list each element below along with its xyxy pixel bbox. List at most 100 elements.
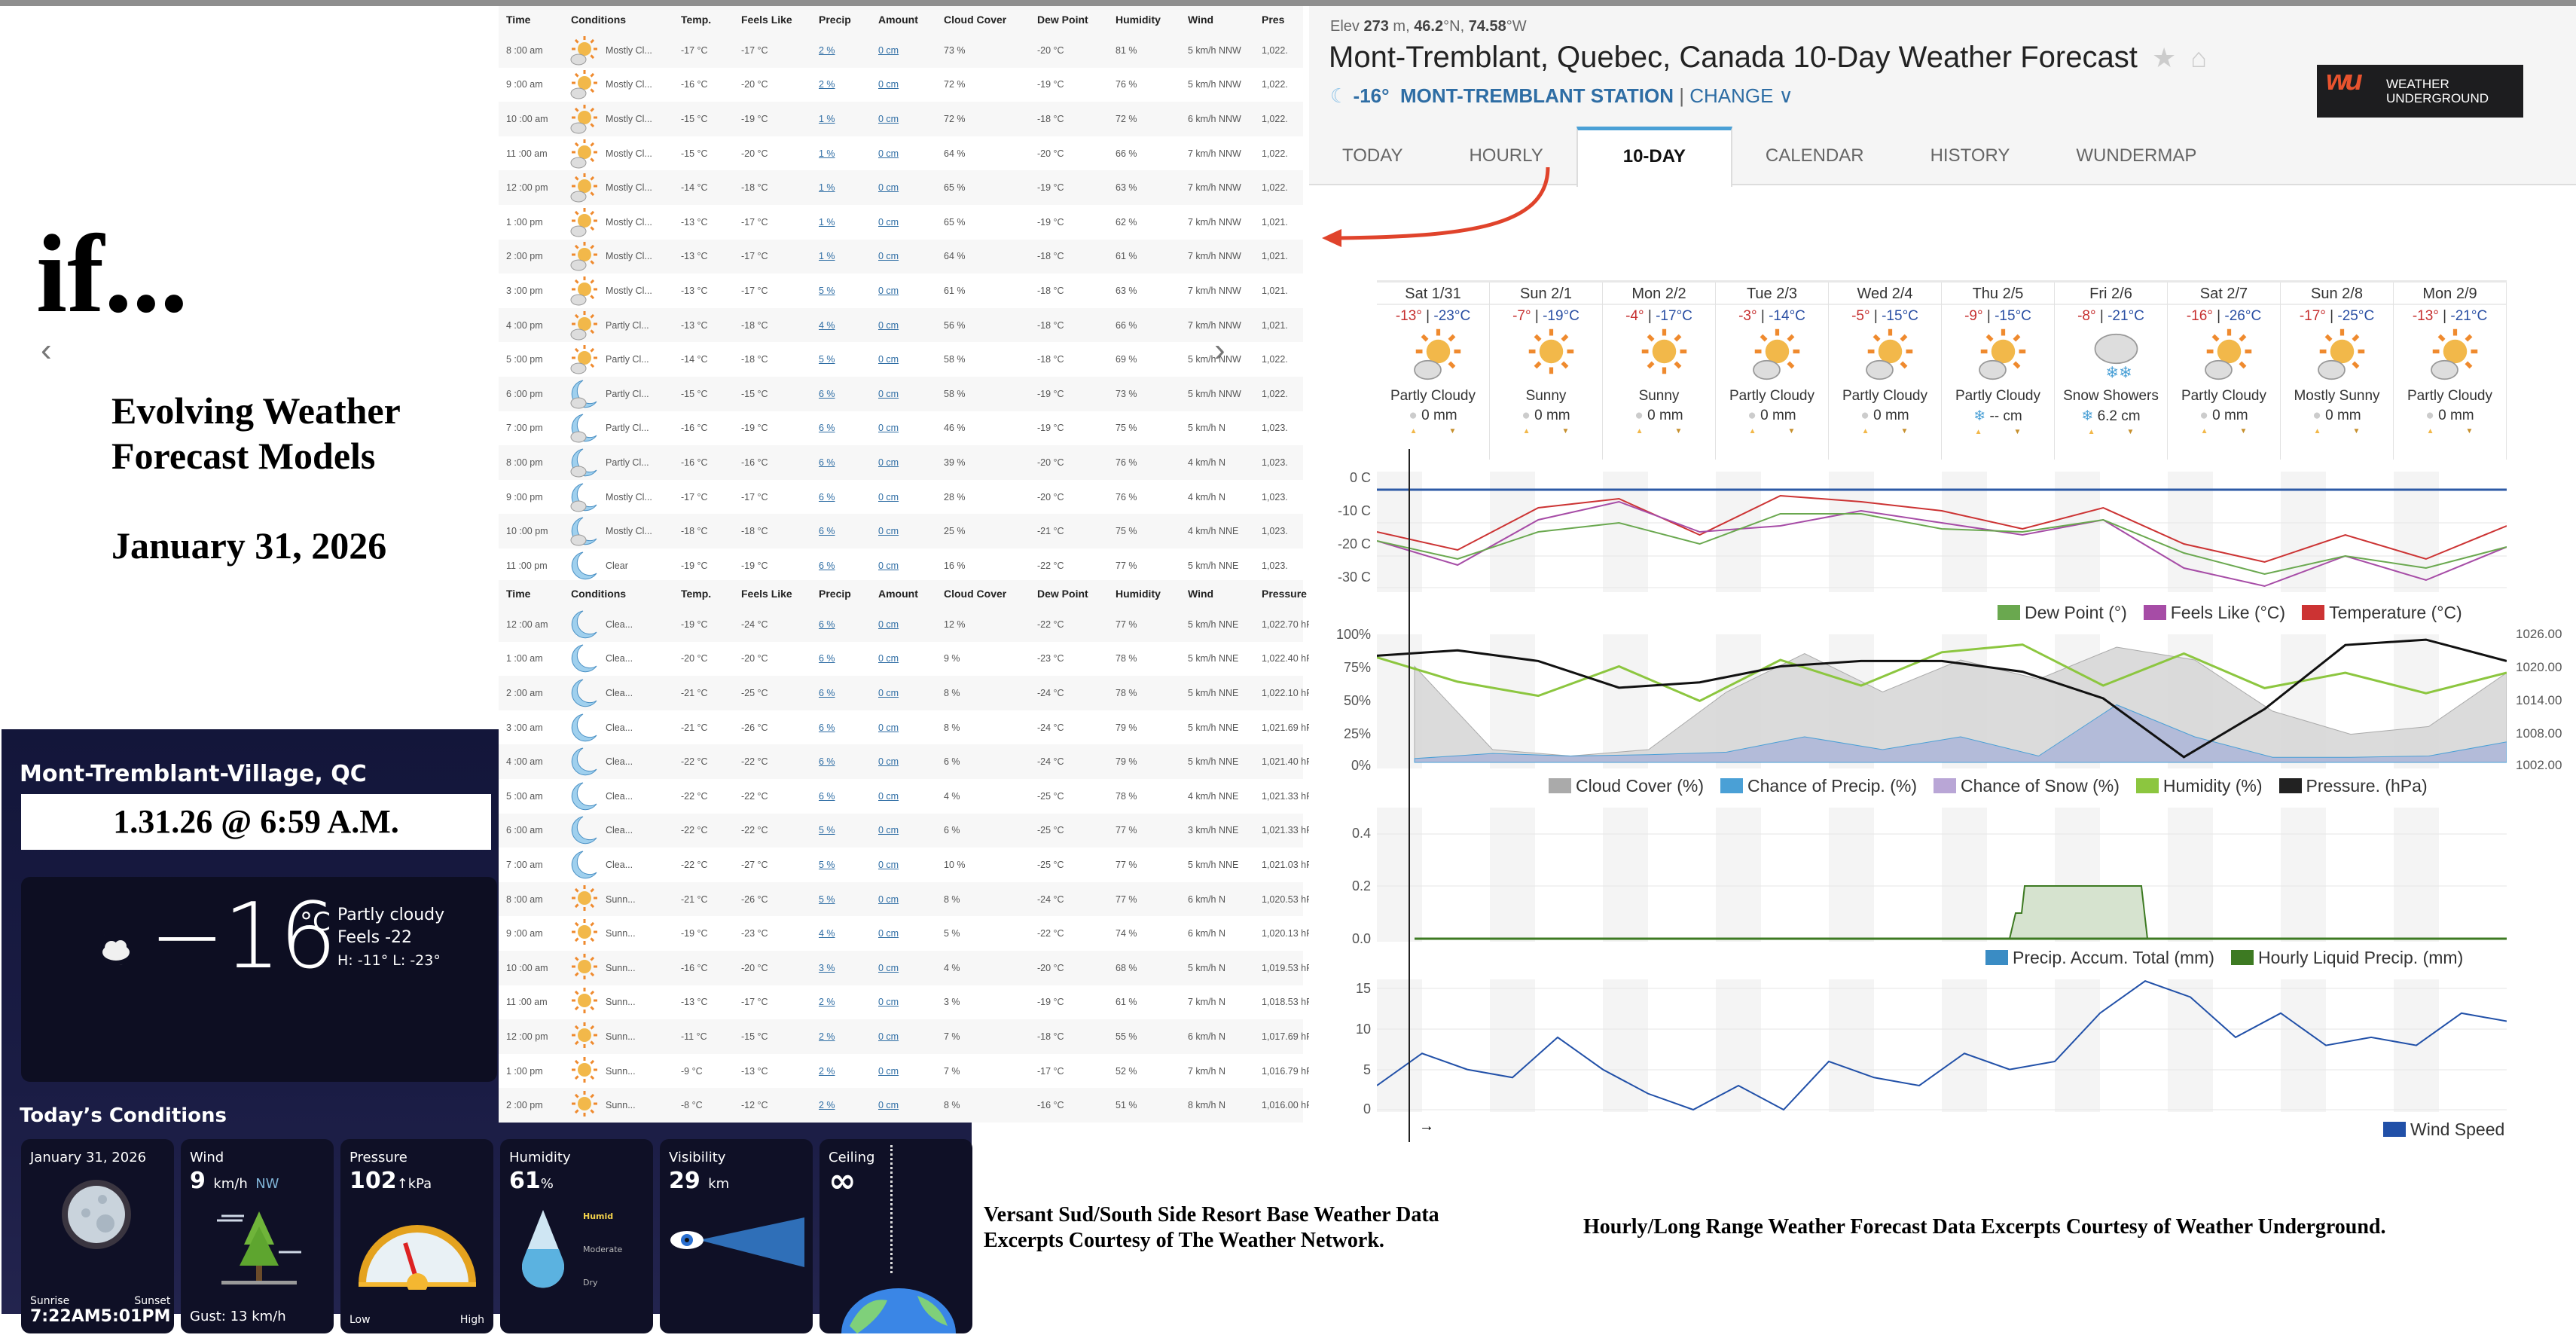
amount-link[interactable]: 0 cm: [878, 216, 899, 228]
tab-today[interactable]: TODAY: [1342, 145, 1403, 166]
precip-link[interactable]: 6 %: [819, 526, 835, 537]
amount-link[interactable]: 0 cm: [878, 1065, 899, 1077]
col-feels-like[interactable]: Feels Like: [741, 14, 792, 26]
tab-hourly[interactable]: HOURLY: [1469, 145, 1543, 166]
table-row[interactable]: 10 :00 pm Mostly Cl... -18 °C -18 °C 6 % 0 cm…: [499, 514, 1303, 548]
col-dew-point[interactable]: Dew Point: [1037, 14, 1088, 26]
table-row[interactable]: 10 :00 am Mostly Cl... -15 °C -19 °C 1 % 0 cm…: [499, 102, 1303, 136]
table-row[interactable]: 10 :00 am Sunn... -16 °C -20 °C 3 % 0 cm 4 % -2…: [499, 950, 1317, 985]
station-name[interactable]: MONT-TREMBLANT STATION: [1399, 84, 1674, 107]
precip-link[interactable]: 6 %: [819, 722, 835, 733]
precip-link[interactable]: 6 %: [819, 619, 835, 630]
day-column[interactable]: Mon 2/2 -4° | -17°C Sunny ● 0 mm ▲ ▼: [1603, 283, 1716, 460]
precip-link[interactable]: 5 %: [819, 285, 835, 296]
change-station-button[interactable]: CHANGE ∨: [1689, 84, 1793, 107]
amount-link[interactable]: 0 cm: [878, 388, 899, 399]
col-wind[interactable]: Wind: [1188, 588, 1214, 600]
table-row[interactable]: 9 :00 pm Mostly Cl... -17 °C -17 °C 6 % 0 cm 2…: [499, 480, 1303, 515]
col-humidity[interactable]: Humidity: [1116, 14, 1161, 26]
amount-link[interactable]: 0 cm: [878, 79, 899, 90]
amount-link[interactable]: 0 cm: [878, 653, 899, 664]
precip-link[interactable]: 5 %: [819, 354, 835, 365]
amount-link[interactable]: 0 cm: [878, 722, 899, 733]
amount-link[interactable]: 0 cm: [878, 354, 899, 365]
tab-10-day[interactable]: 10-DAY: [1576, 127, 1732, 187]
amount-link[interactable]: 0 cm: [878, 44, 899, 56]
amount-link[interactable]: 0 cm: [878, 962, 899, 973]
precip-link[interactable]: 2 %: [819, 79, 835, 90]
amount-link[interactable]: 0 cm: [878, 825, 899, 836]
col-amount[interactable]: Amount: [878, 588, 918, 600]
precip-link[interactable]: 2 %: [819, 44, 835, 56]
amount-link[interactable]: 0 cm: [878, 1100, 899, 1111]
col-time[interactable]: Time: [506, 588, 531, 600]
legend-dew-point[interactable]: Dew Point (°): [1998, 603, 2127, 623]
table-row[interactable]: 8 :00 am Sunn... -21 °C -26 °C 5 % 0 cm 8 % -24…: [499, 881, 1317, 917]
table-row[interactable]: 11 :00 am Sunn... -13 °C -17 °C 2 % 0 cm 3 % -1…: [499, 985, 1317, 1020]
table-row[interactable]: 4 :00 pm Partly Cl... -13 °C -18 °C 4 % 0 cm 5…: [499, 307, 1303, 343]
precip-link[interactable]: 6 %: [819, 653, 835, 664]
amount-link[interactable]: 0 cm: [878, 457, 899, 468]
amount-link[interactable]: 0 cm: [878, 997, 899, 1008]
table-row[interactable]: 2 :00 pm Mostly Cl... -13 °C -17 °C 1 % 0 cm 6…: [499, 239, 1303, 274]
col-amount[interactable]: Amount: [878, 14, 918, 26]
precip-link[interactable]: 6 %: [819, 491, 835, 502]
legend-chance-precip[interactable]: Chance of Precip. (%): [1720, 776, 1917, 796]
day-column[interactable]: Mon 2/9 -13° | -21°C Partly Cloudy ● 0 mm ▲ ▼: [2394, 283, 2507, 460]
table-row[interactable]: 8 :00 am Mostly Cl... -17 °C -17 °C 2 % 0 cm 7…: [499, 33, 1303, 68]
table-row[interactable]: 7 :00 pm Partly Cl... -16 °C -19 °C 6 % 0 cm 4…: [499, 411, 1303, 446]
legend-precip-accum[interactable]: Precip. Accum. Total (mm): [1985, 948, 2214, 968]
table-row[interactable]: 6 :00 pm Partly Cl... -15 °C -15 °C 6 % 0 cm 5…: [499, 376, 1303, 411]
precip-link[interactable]: 1 %: [819, 216, 835, 228]
table-row[interactable]: 9 :00 am Sunn... -19 °C -23 °C 4 % 0 cm 5 % -22…: [499, 916, 1317, 951]
amount-link[interactable]: 0 cm: [878, 182, 899, 194]
tab-history[interactable]: HISTORY: [1930, 145, 2010, 166]
precip-link[interactable]: 6 %: [819, 457, 835, 468]
amount-link[interactable]: 0 cm: [878, 491, 899, 502]
table-row[interactable]: 12 :00 pm Mostly Cl... -14 °C -18 °C 1 % 0 cm…: [499, 170, 1303, 205]
precip-link[interactable]: 6 %: [819, 756, 835, 768]
day-column[interactable]: Sat 1/31 -13° | -23°C Partly Cloudy ● 0 mm ▲…: [1377, 283, 1490, 460]
table-row[interactable]: 3 :00 am Clea... -21 °C -26 °C 6 % 0 cm 8 % -24…: [499, 710, 1317, 745]
legend-temperature[interactable]: Temperature (°C): [2302, 603, 2462, 623]
legend-pressure[interactable]: Pressure. (hPa): [2278, 776, 2428, 796]
wu-logo[interactable]: wu WEATHER UNDERGROUND: [2317, 65, 2523, 118]
legend-wind-speed[interactable]: Wind Speed: [2383, 1120, 2504, 1140]
precip-link[interactable]: 2 %: [819, 1100, 835, 1111]
precip-link[interactable]: 3 %: [819, 962, 835, 973]
table-row[interactable]: 4 :00 am Clea... -22 °C -22 °C 6 % 0 cm 6 % -24…: [499, 744, 1317, 779]
table-row[interactable]: 2 :00 am Clea... -21 °C -25 °C 6 % 0 cm 8 % -24…: [499, 676, 1317, 710]
legend-feels-like[interactable]: Feels Like (°C): [2143, 603, 2285, 623]
table-row[interactable]: 9 :00 am Mostly Cl... -16 °C -20 °C 2 % 0 cm 7…: [499, 68, 1303, 102]
table-row[interactable]: 2 :00 pm Sunn... -8 °C -12 °C 2 % 0 cm 8 % -16 …: [499, 1088, 1317, 1123]
legend-hourly-liquid[interactable]: Hourly Liquid Precip. (mm): [2230, 948, 2463, 968]
col-pressure[interactable]: Pressure: [1262, 588, 1307, 600]
col-precip[interactable]: Precip: [819, 588, 851, 600]
col-conditions[interactable]: Conditions: [571, 588, 627, 600]
amount-link[interactable]: 0 cm: [878, 148, 899, 159]
legend-chance-snow[interactable]: Chance of Snow (%): [1933, 776, 2120, 796]
day-column[interactable]: Wed 2/4 -5° | -15°C Partly Cloudy ● 0 mm ▲ ▼: [1829, 283, 1942, 460]
amount-link[interactable]: 0 cm: [878, 113, 899, 124]
table-row[interactable]: 5 :00 pm Partly Cl... -14 °C -18 °C 5 % 0 cm 5…: [499, 342, 1303, 377]
tab-calendar[interactable]: CALENDAR: [1765, 145, 1864, 166]
table-row[interactable]: 1 :00 pm Mostly Cl... -13 °C -17 °C 1 % 0 cm 6…: [499, 205, 1303, 240]
col-cloud-cover[interactable]: Cloud Cover: [944, 14, 1007, 26]
day-column[interactable]: Sat 2/7 -16° | -26°C Partly Cloudy ● 0 mm ▲ ▼: [2168, 283, 2281, 460]
precip-link[interactable]: 1 %: [819, 251, 835, 262]
precip-link[interactable]: 2 %: [819, 1065, 835, 1077]
col-pressure[interactable]: Pres: [1262, 14, 1285, 26]
col-humidity[interactable]: Humidity: [1116, 588, 1161, 600]
table-row[interactable]: 6 :00 am Clea... -22 °C -22 °C 5 % 0 cm 6 % -25…: [499, 813, 1317, 848]
col-wind[interactable]: Wind: [1188, 14, 1214, 26]
precip-link[interactable]: 5 %: [819, 825, 835, 836]
precip-link[interactable]: 1 %: [819, 113, 835, 124]
amount-link[interactable]: 0 cm: [878, 285, 899, 296]
col-dew-point[interactable]: Dew Point: [1037, 588, 1088, 600]
table-row[interactable]: 1 :00 am Clea... -20 °C -20 °C 6 % 0 cm 9 % -23…: [499, 642, 1317, 677]
precip-link[interactable]: 6 %: [819, 687, 835, 698]
precip-link[interactable]: 2 %: [819, 997, 835, 1008]
precip-link[interactable]: 2 %: [819, 1031, 835, 1042]
amount-link[interactable]: 0 cm: [878, 1031, 899, 1042]
col-precip[interactable]: Precip: [819, 14, 851, 26]
